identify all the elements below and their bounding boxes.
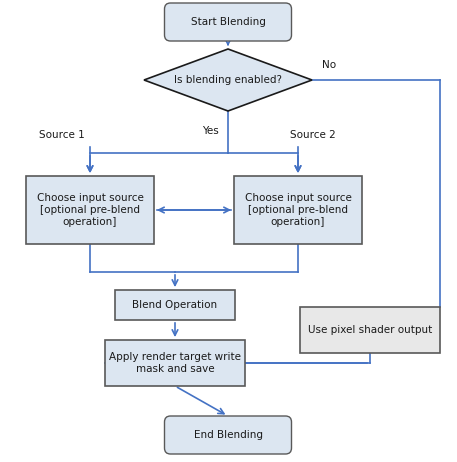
Text: End Blending: End Blending xyxy=(193,430,262,440)
FancyBboxPatch shape xyxy=(234,176,362,244)
Text: Choose input source
[optional pre-blend
operation]: Choose input source [optional pre-blend … xyxy=(244,194,351,226)
Text: Source 2: Source 2 xyxy=(290,130,336,140)
Polygon shape xyxy=(144,49,312,111)
Text: Blend Operation: Blend Operation xyxy=(133,300,218,310)
Text: No: No xyxy=(322,60,336,70)
Text: Is blending enabled?: Is blending enabled? xyxy=(174,75,282,85)
FancyBboxPatch shape xyxy=(105,340,245,386)
FancyBboxPatch shape xyxy=(300,307,440,353)
FancyBboxPatch shape xyxy=(26,176,154,244)
Text: Start Blending: Start Blending xyxy=(191,17,266,27)
FancyBboxPatch shape xyxy=(165,3,292,41)
Text: Apply render target write
mask and save: Apply render target write mask and save xyxy=(109,352,241,374)
Text: Choose input source
[optional pre-blend
operation]: Choose input source [optional pre-blend … xyxy=(37,194,143,226)
Text: Source 1: Source 1 xyxy=(39,130,85,140)
Text: Yes: Yes xyxy=(202,126,218,136)
FancyBboxPatch shape xyxy=(115,290,235,320)
Text: Use pixel shader output: Use pixel shader output xyxy=(308,325,432,335)
FancyBboxPatch shape xyxy=(165,416,292,454)
